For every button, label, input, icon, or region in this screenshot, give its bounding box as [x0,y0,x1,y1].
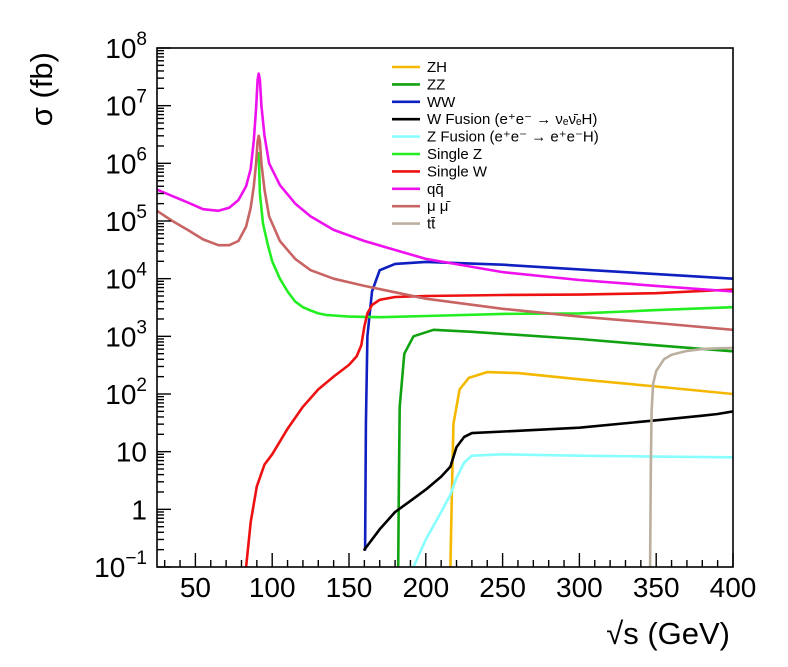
y-tick-label: 10 [116,437,147,468]
legend-label: W Fusion (e⁺e⁻ → νₑν̄ₑH) [427,111,597,128]
x-tick-label: 400 [710,572,757,603]
legend-label: Single Z [427,146,482,163]
series-line-6 [244,288,733,567]
legend-label: Z Fusion (e⁺e⁻ → e⁺e⁻H) [427,129,599,146]
legend-label: tt̄ [427,216,436,233]
x-axis-title: √s (GeV) [606,616,730,651]
legend-label: Single W [427,163,488,180]
y-tick-label: 1 [131,494,147,525]
plot-frame [156,47,734,568]
legend-label: qq̄ [427,181,444,198]
series-line-2 [363,260,733,551]
series-line-1 [396,328,733,567]
label-layer: 50 100 150 200 250 300 350 400 10−1 1 10 102 103 104 1… [94,29,756,603]
series-line-0 [449,370,733,567]
y-tick-label: 106 [105,144,147,179]
series-line-4 [412,453,733,567]
series-layer [157,72,733,567]
x-tick-label: 150 [326,572,373,603]
y-tick-label: 107 [105,87,147,122]
series-line-8 [157,134,733,332]
tick-layer [157,47,734,568]
series-line-3 [363,410,733,551]
y-tick-label: 10−1 [94,548,147,583]
y-tick-label: 102 [105,375,147,410]
series-line-7 [157,72,733,293]
x-tick-label: 350 [633,572,680,603]
x-tick-label: 300 [556,572,603,603]
legend-label: ZZ [427,76,445,93]
legend-label: ZH [427,59,447,76]
series-line-9 [648,346,733,567]
y-tick-label: 105 [105,202,147,237]
x-tick-label: 200 [402,572,449,603]
x-tick-label: 250 [479,572,526,603]
y-tick-label: 108 [105,29,147,64]
x-tick-label: 100 [249,572,296,603]
x-tick-label: 50 [180,572,211,603]
legend-label: μ μ̄ [427,198,450,215]
y-tick-label: 103 [105,317,147,352]
y-axis-title: σ (fb) [24,52,59,126]
y-tick-label: 104 [105,260,147,295]
legend-label: WW [427,94,456,111]
